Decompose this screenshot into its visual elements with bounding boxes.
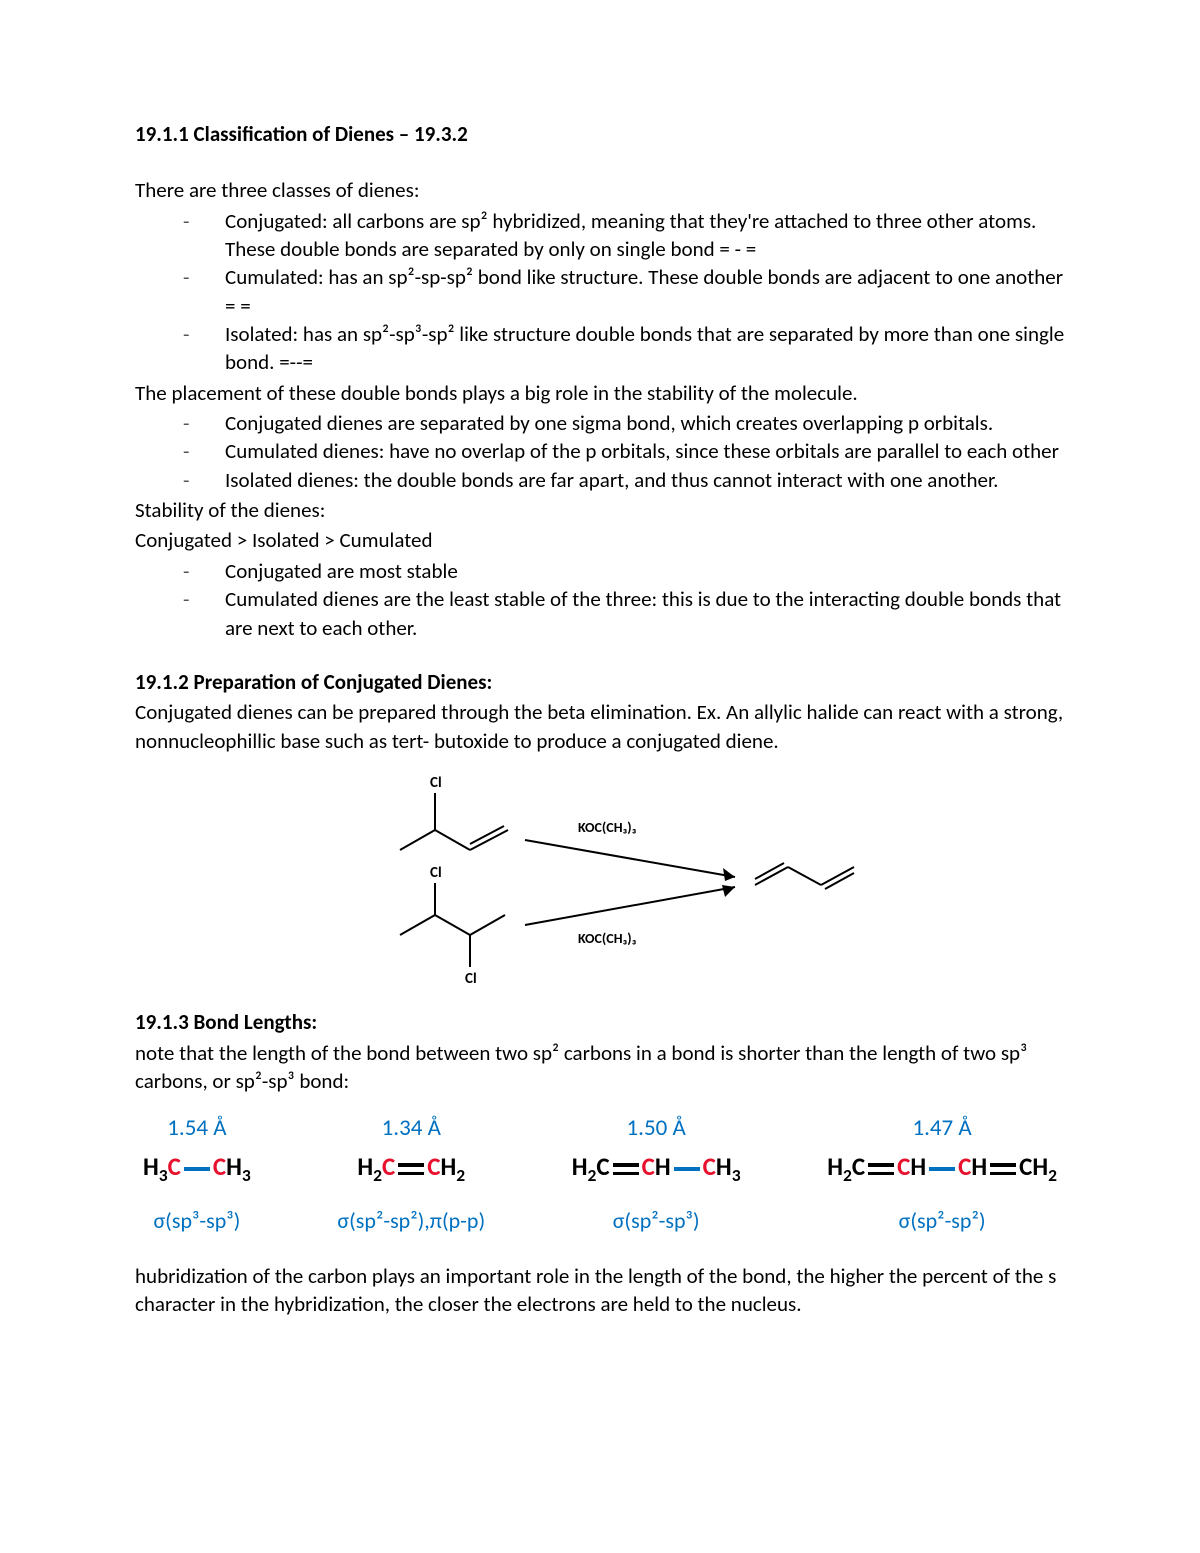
- intro-line: There are three classes of dienes:: [135, 176, 1065, 204]
- bond-col-propene: 1.50 Å H2CCHCH3 σ(sp²-sp³): [572, 1113, 741, 1235]
- bullet-dash: -: [183, 437, 225, 465]
- bond-col-butadiene: 1.47 Å H2CCHCHCH2 σ(sp²-sp²): [827, 1113, 1057, 1235]
- list-item: -Cumulated: has an sp²-sp-sp² bond like …: [135, 263, 1065, 320]
- bond-col-ethene: 1.34 Å H2CCH2 σ(sp²-sp²),π(p-p): [337, 1113, 485, 1235]
- molecule-ethene: H2CCH2: [337, 1150, 485, 1184]
- list-text: Conjugated are most stable: [225, 557, 1065, 585]
- cl-label: Cl: [465, 970, 477, 988]
- heading-preparation: 19.1.2 Preparation of Conjugated Dienes:: [135, 668, 1065, 696]
- cl-label: Cl: [430, 774, 442, 792]
- classes-list: -Conjugated: all carbons are sp² hybridi…: [135, 207, 1065, 377]
- sigma-label: σ(sp²-sp³): [572, 1206, 741, 1236]
- list-item: -Isolated: has an sp²-sp³-sp² like struc…: [135, 320, 1065, 377]
- list-text: Cumulated: has an sp²-sp-sp² bond like s…: [225, 263, 1065, 320]
- bullet-dash: -: [183, 320, 225, 348]
- list-item: -Isolated dienes: the double bonds are f…: [135, 466, 1065, 494]
- closing-text: hubridization of the carbon plays an imp…: [135, 1262, 1065, 1319]
- list-item: -Conjugated: all carbons are sp² hybridi…: [135, 207, 1065, 264]
- bullet-dash: -: [183, 207, 225, 235]
- document-page: 19.1.1 Classification of Dienes – 19.3.2…: [0, 0, 1200, 1553]
- bond-length-value: 1.34 Å: [337, 1113, 485, 1144]
- reaction-scheme: Cl KOC(CH₃)₃ Cl Cl KOC(CH₃)₃: [340, 765, 860, 1002]
- preparation-text: Conjugated dienes can be prepared throug…: [135, 698, 1065, 755]
- reaction-svg: Cl KOC(CH₃)₃ Cl Cl KOC(CH₃)₃: [340, 765, 860, 995]
- bullet-dash: -: [183, 585, 225, 613]
- stability-label: Stability of the dienes:: [135, 496, 1065, 524]
- list-text: Conjugated dienes are separated by one s…: [225, 409, 1065, 437]
- heading-classification: 19.1.1 Classification of Dienes – 19.3.2: [135, 120, 1065, 148]
- stability-list: -Conjugated are most stable -Cumulated d…: [135, 557, 1065, 642]
- bullet-dash: -: [183, 466, 225, 494]
- list-text: Isolated dienes: the double bonds are fa…: [225, 466, 1065, 494]
- list-item: -Conjugated are most stable: [135, 557, 1065, 585]
- reagent-label-bottom: KOC(CH₃)₃: [578, 930, 637, 947]
- bond-length-value: 1.47 Å: [827, 1113, 1057, 1144]
- list-text: Conjugated: all carbons are sp² hybridiz…: [225, 207, 1065, 264]
- placement-list: -Conjugated dienes are separated by one …: [135, 409, 1065, 494]
- cl-label: Cl: [430, 864, 442, 882]
- sigma-label: σ(sp²-sp²),π(p-p): [337, 1206, 485, 1236]
- list-item: -Cumulated dienes: have no overlap of th…: [135, 437, 1065, 465]
- list-item: -Conjugated dienes are separated by one …: [135, 409, 1065, 437]
- molecule-propene: H2CCHCH3: [572, 1150, 741, 1184]
- bullet-dash: -: [183, 409, 225, 437]
- list-text: Cumulated dienes are the least stable of…: [225, 585, 1065, 642]
- stability-order: Conjugated > Isolated > Cumulated: [135, 526, 1065, 554]
- bullet-dash: -: [183, 263, 225, 291]
- bond-length-text: note that the length of the bond between…: [135, 1039, 1065, 1096]
- bond-length-row: 1.54 Å H3CCH3 σ(sp³-sp³) 1.34 Å H2CCH2 σ…: [135, 1113, 1065, 1235]
- list-text: Cumulated dienes: have no overlap of the…: [225, 437, 1065, 465]
- reagent-label-top: KOC(CH₃)₃: [578, 819, 637, 836]
- list-text: Isolated: has an sp²-sp³-sp² like struct…: [225, 320, 1065, 377]
- bullet-dash: -: [183, 557, 225, 585]
- bond-length-value: 1.50 Å: [572, 1113, 741, 1144]
- heading-bond-lengths: 19.1.3 Bond Lengths:: [135, 1008, 1065, 1036]
- bond-col-ethane: 1.54 Å H3CCH3 σ(sp³-sp³): [143, 1113, 251, 1235]
- list-item: -Cumulated dienes are the least stable o…: [135, 585, 1065, 642]
- molecule-ethane: H3CCH3: [143, 1150, 251, 1184]
- bond-length-value: 1.54 Å: [143, 1113, 251, 1144]
- sigma-label: σ(sp²-sp²): [827, 1206, 1057, 1236]
- molecule-butadiene: H2CCHCHCH2: [827, 1150, 1057, 1184]
- sigma-label: σ(sp³-sp³): [143, 1206, 251, 1236]
- placement-line: The placement of these double bonds play…: [135, 379, 1065, 407]
